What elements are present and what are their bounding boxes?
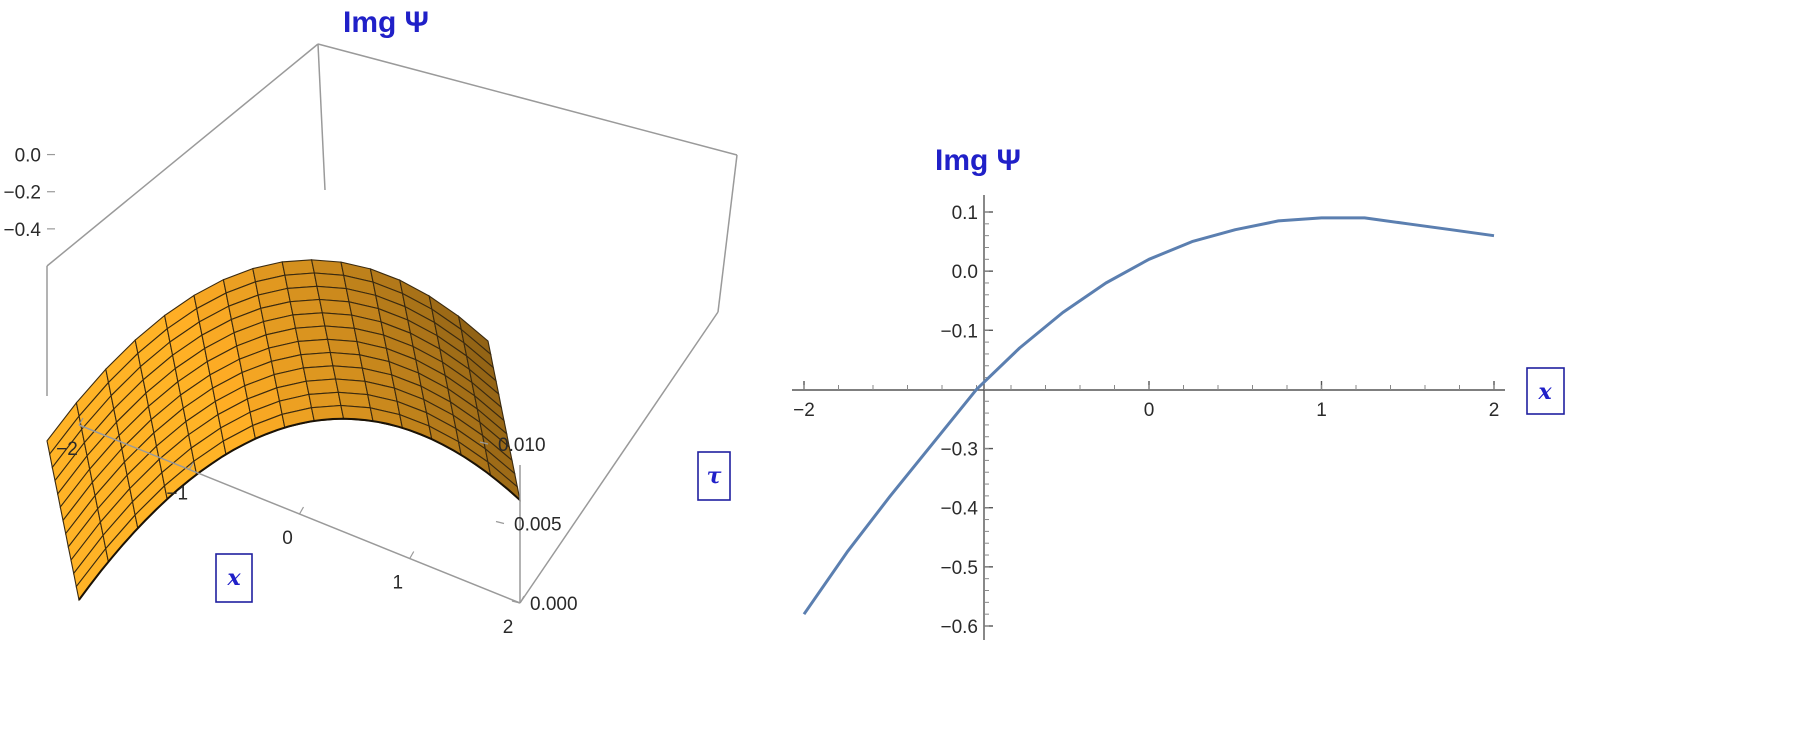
surface-mesh bbox=[46, 259, 521, 602]
x-tick-mark bbox=[78, 417, 84, 426]
surface-cell bbox=[294, 325, 329, 342]
surface-x-axis-label: x bbox=[215, 553, 253, 603]
box-edge bbox=[46, 43, 319, 267]
y-tick-label: −0.6 bbox=[940, 617, 978, 638]
y-tick-label: −0.4 bbox=[940, 499, 978, 520]
line-plot: 0.1 0.0 −0.1 −0.3 −0.4 −0.5 −0.6 −2 0 1 2 Img Ψ x bbox=[792, 144, 1565, 640]
tau-tick-mark bbox=[511, 600, 521, 604]
x-tick-label: −2 bbox=[56, 439, 78, 460]
tau-tick-label: 0.010 bbox=[498, 435, 546, 456]
y-tick-label: −0.3 bbox=[940, 440, 978, 461]
y-tick-label: −0.5 bbox=[940, 558, 978, 579]
surface-cell bbox=[305, 378, 339, 395]
box-edge bbox=[317, 43, 738, 156]
line-title: Img Ψ bbox=[935, 144, 1021, 177]
surface-cell bbox=[284, 272, 318, 289]
line-x-label: x bbox=[1537, 379, 1552, 405]
line-plot-axes: 0.1 0.0 −0.1 −0.3 −0.4 −0.5 −0.6 −2 0 1 2 bbox=[792, 195, 1505, 640]
tau-tick-mark bbox=[495, 520, 505, 525]
surface-front-edge bbox=[78, 417, 521, 601]
box-edge bbox=[317, 43, 326, 191]
box-back-edges bbox=[46, 43, 738, 396]
z-tick-label: 0.0 bbox=[15, 146, 41, 167]
box-edge bbox=[717, 154, 738, 313]
line-x-axis-label: x bbox=[1526, 367, 1565, 415]
surface-cell bbox=[289, 298, 323, 316]
surface-y-axis-label: τ bbox=[697, 451, 731, 501]
surface-cell bbox=[300, 351, 334, 369]
tau-tick-label: 0.005 bbox=[514, 515, 562, 536]
x-tick-mark bbox=[409, 551, 415, 559]
x-tick-label: −1 bbox=[166, 484, 188, 505]
x-tick-label: 2 bbox=[1489, 400, 1500, 421]
x-label-box bbox=[215, 553, 253, 603]
z-tick-label: −0.4 bbox=[3, 220, 41, 241]
x-tick-label: 2 bbox=[503, 617, 514, 638]
x-tick-mark bbox=[298, 506, 305, 515]
box-edge bbox=[519, 311, 719, 604]
tau-label-box bbox=[697, 451, 731, 501]
surface-x-label: x bbox=[226, 565, 241, 591]
tau-tick-label: 0.000 bbox=[530, 594, 578, 615]
x-tick-label: 1 bbox=[1316, 400, 1327, 421]
x-tick-mark bbox=[188, 462, 194, 470]
x-tick-label: −2 bbox=[793, 400, 815, 421]
y-tick-label: 0.1 bbox=[952, 203, 978, 224]
z-tick-label: −0.2 bbox=[3, 183, 41, 204]
surface-axis-ticks: −2 −1 0 1 2 0.000 0.005 0.010 0.0 −0.2 −0.4 bbox=[3, 146, 577, 638]
x-tick-label: 0 bbox=[282, 528, 293, 549]
y-tick-label: 0.0 bbox=[952, 262, 978, 283]
surface-title: Img Ψ bbox=[343, 6, 429, 39]
y-tick-label: −0.1 bbox=[940, 321, 978, 342]
x-tick-label: 0 bbox=[1144, 400, 1155, 421]
x-label-box bbox=[1526, 367, 1565, 415]
surface-tau-label: τ bbox=[707, 463, 722, 489]
tau-tick-mark bbox=[479, 441, 489, 445]
x-tick-mark bbox=[519, 595, 525, 604]
x-tick-label: 1 bbox=[392, 573, 403, 594]
series-line bbox=[802, 216, 1495, 616]
